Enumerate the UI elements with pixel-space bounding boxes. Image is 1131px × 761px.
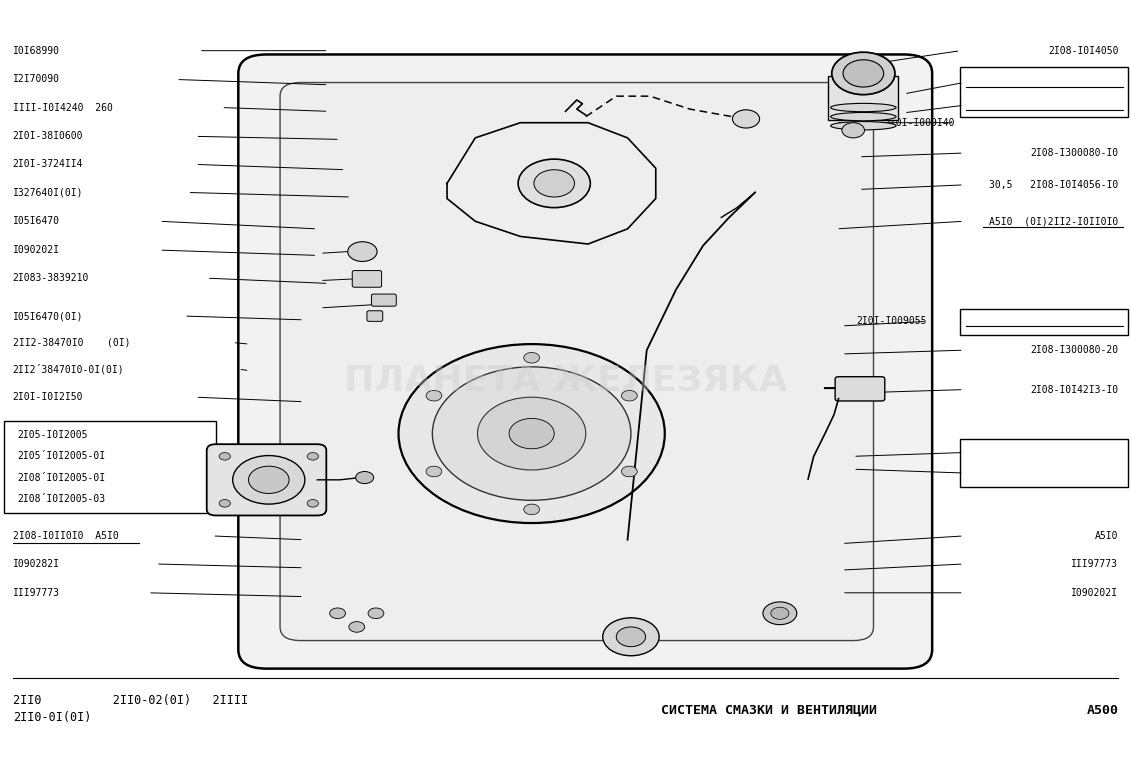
Text: I327640I(0I): I327640I(0I) — [12, 187, 84, 197]
FancyBboxPatch shape — [835, 377, 884, 401]
Circle shape — [398, 344, 665, 523]
Circle shape — [233, 456, 305, 504]
FancyBboxPatch shape — [3, 422, 216, 513]
Circle shape — [621, 466, 637, 477]
Text: 2I08´I0I2005-03: 2I08´I0I2005-03 — [17, 494, 105, 504]
Text: I05I6470(0I): I05I6470(0I) — [12, 311, 84, 321]
Circle shape — [368, 608, 383, 619]
Text: 2I08-I300080-I0: 2I08-I300080-I0 — [1030, 148, 1119, 158]
Text: 2I08-I009045: 2I08-I009045 — [1047, 317, 1119, 326]
Circle shape — [763, 602, 796, 625]
Circle shape — [841, 123, 864, 138]
Text: I0I68990: I0I68990 — [12, 46, 60, 56]
Text: III97773: III97773 — [1071, 559, 1119, 569]
Text: 2I0I-38I0600: 2I0I-38I0600 — [12, 132, 84, 142]
Text: 2I08´I0II065-II: 2I08´I0II065-II — [1030, 468, 1119, 478]
Text: IIII-I0I4240  260: IIII-I0I4240 260 — [12, 103, 113, 113]
Circle shape — [347, 242, 377, 262]
Text: ПЛАНЕТА ЖЕЛЕЗЯКА: ПЛАНЕТА ЖЕЛЕЗЯКА — [344, 364, 787, 397]
Circle shape — [771, 607, 789, 619]
Text: А500: А500 — [1087, 704, 1119, 717]
FancyBboxPatch shape — [280, 82, 873, 641]
Text: 2I05´I0I2005-0I: 2I05´I0I2005-0I — [12, 451, 101, 461]
FancyBboxPatch shape — [239, 55, 932, 669]
Text: 30,5   2I08-I0I4056-I0: 30,5 2I08-I0I4056-I0 — [990, 180, 1119, 190]
Circle shape — [308, 499, 319, 507]
Text: 2I0I-I009055: 2I0I-I009055 — [856, 317, 926, 326]
Text: I05I6470: I05I6470 — [12, 216, 60, 226]
FancyBboxPatch shape — [207, 444, 327, 515]
Ellipse shape — [830, 122, 896, 130]
Ellipse shape — [830, 103, 896, 112]
Text: А5I0: А5I0 — [1095, 531, 1119, 541]
Text: 2I05-I0I2005: 2I05-I0I2005 — [17, 430, 88, 440]
Circle shape — [518, 159, 590, 208]
Text: I090202I: I090202I — [1071, 587, 1119, 598]
Circle shape — [603, 618, 659, 656]
Ellipse shape — [830, 113, 896, 121]
Text: 2I08´I0I2005-0I: 2I08´I0I2005-0I — [17, 473, 105, 482]
Text: 2I0I-I009I40: 2I0I-I009I40 — [884, 118, 955, 128]
Text: 2I08´I0I2005-03: 2I08´I0I2005-03 — [12, 494, 101, 504]
Text: III97773: III97773 — [12, 587, 60, 598]
Text: 2I0I-3724II4: 2I0I-3724II4 — [12, 159, 84, 170]
Text: 2I05-I0I2005: 2I05-I0I2005 — [12, 430, 84, 440]
Text: А5I0  (0I)2II2-I0II0I0: А5I0 (0I)2II2-I0II0I0 — [990, 216, 1119, 226]
FancyBboxPatch shape — [352, 271, 381, 287]
Text: I2I70090: I2I70090 — [12, 75, 60, 84]
Text: 2I08-I0II0I0  А5I0: 2I08-I0II0I0 А5I0 — [12, 531, 119, 541]
Text: 2I08-I300080-20: 2I08-I300080-20 — [1030, 345, 1119, 355]
Circle shape — [219, 453, 231, 460]
Text: 2I08-I0I4050: 2I08-I0I4050 — [1047, 46, 1119, 56]
Text: I090282I: I090282I — [12, 559, 60, 569]
Circle shape — [355, 472, 373, 484]
Circle shape — [330, 608, 345, 619]
Text: 2I08-I0I42I3-I0: 2I08-I0I42I3-I0 — [1030, 384, 1119, 395]
Circle shape — [621, 390, 637, 401]
Text: 2I05´I0I2005-0I: 2I05´I0I2005-0I — [17, 451, 105, 461]
Text: 2II0-0I(0I): 2II0-0I(0I) — [12, 712, 92, 724]
Circle shape — [524, 504, 539, 514]
Circle shape — [432, 367, 631, 500]
Circle shape — [477, 397, 586, 470]
FancyBboxPatch shape — [366, 310, 382, 321]
Circle shape — [831, 53, 895, 94]
Text: 2I083-3839210: 2I083-3839210 — [12, 273, 89, 283]
FancyBboxPatch shape — [960, 309, 1129, 335]
Text: 2II2-I009I46: 2II2-I009I46 — [1047, 78, 1119, 88]
Circle shape — [426, 390, 442, 401]
Circle shape — [219, 499, 231, 507]
Text: 2I0I-I0I2I50: 2I0I-I0I2I50 — [12, 392, 84, 402]
FancyBboxPatch shape — [960, 68, 1129, 117]
Circle shape — [524, 352, 539, 363]
FancyBboxPatch shape — [371, 294, 396, 306]
Text: 2II2-38470I0    (0I): 2II2-38470I0 (0I) — [12, 338, 130, 348]
Text: 2II2´38470I0-0I(0I): 2II2´38470I0-0I(0I) — [12, 364, 124, 374]
Text: 2I0I´I009I46: 2I0I´I009I46 — [1047, 100, 1119, 110]
Circle shape — [616, 627, 646, 647]
FancyBboxPatch shape — [960, 439, 1129, 486]
Circle shape — [733, 110, 760, 128]
Text: 2I08´I0I2005-0I: 2I08´I0I2005-0I — [12, 473, 101, 482]
Circle shape — [534, 170, 575, 197]
Circle shape — [509, 419, 554, 449]
Text: 2I08-I0II065-I0: 2I08-I0II065-I0 — [1030, 447, 1119, 457]
Text: 2II0          2II0-02(0I)   2IIII: 2II0 2II0-02(0I) 2IIII — [12, 694, 248, 707]
Circle shape — [426, 466, 442, 477]
Circle shape — [843, 60, 883, 87]
Circle shape — [249, 466, 290, 493]
Text: СИСТЕМА СМАЗКИ И ВЕНТИЛЯЦИИ: СИСТЕМА СМАЗКИ И ВЕНТИЛЯЦИИ — [661, 704, 877, 717]
FancyBboxPatch shape — [828, 75, 898, 120]
Circle shape — [308, 453, 319, 460]
Circle shape — [348, 622, 364, 632]
Text: I090202I: I090202I — [12, 245, 60, 255]
